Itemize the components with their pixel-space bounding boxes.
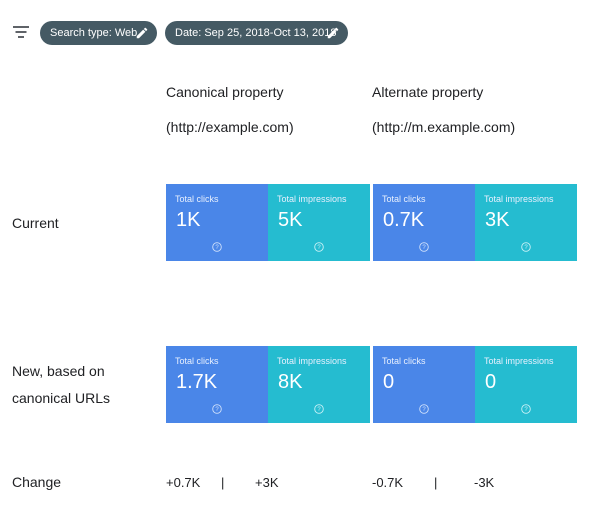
alternate-property-title: Alternate property <box>372 84 484 100</box>
help-circle-icon[interactable]: ? <box>212 404 222 414</box>
row-label-change: Change <box>12 474 62 490</box>
new-canonical-clicks-tile[interactable]: Total clicks 1.7K ? <box>166 346 268 423</box>
date-range-chip-label: Date: Sep 25, 2018-Oct 13, 2018 <box>175 27 337 39</box>
help-circle-icon[interactable]: ? <box>419 404 429 414</box>
pencil-icon[interactable] <box>326 26 340 40</box>
metric-label: Total impressions <box>277 194 347 204</box>
canonical-property-url: (http://example.com) <box>166 119 294 135</box>
pencil-icon[interactable] <box>135 26 149 40</box>
filter-icon[interactable] <box>13 26 29 38</box>
row-label-current: Current <box>12 215 59 231</box>
svg-text:?: ? <box>524 407 528 413</box>
help-circle-icon[interactable]: ? <box>212 242 222 252</box>
row-label-new-line1: New, based on <box>12 363 105 379</box>
svg-text:?: ? <box>215 245 219 251</box>
change-alternate-clicks: -0.7K <box>372 475 404 490</box>
svg-text:?: ? <box>317 407 321 413</box>
help-circle-icon[interactable]: ? <box>314 404 324 414</box>
metric-value: 5K <box>278 209 303 231</box>
metric-label: Total clicks <box>175 356 219 366</box>
metric-label: Total impressions <box>277 356 347 366</box>
new-canonical-impressions-tile[interactable]: Total impressions 8K ? <box>268 346 370 423</box>
date-range-chip[interactable]: Date: Sep 25, 2018-Oct 13, 2018 <box>165 21 348 45</box>
help-circle-icon[interactable]: ? <box>521 242 531 252</box>
metric-value: 1.7K <box>176 371 218 393</box>
help-circle-icon[interactable]: ? <box>314 242 324 252</box>
current-alternate-clicks-tile[interactable]: Total clicks 0.7K ? <box>373 184 475 261</box>
current-canonical-clicks-tile[interactable]: Total clicks 1K ? <box>166 184 268 261</box>
metric-label: Total clicks <box>382 356 426 366</box>
current-alternate-impressions-tile[interactable]: Total impressions 3K ? <box>475 184 577 261</box>
new-alternate-clicks-tile[interactable]: Total clicks 0 ? <box>373 346 475 423</box>
new-alternate-impressions-tile[interactable]: Total impressions 0 ? <box>475 346 577 423</box>
row-label-new-line2: canonical URLs <box>12 390 111 406</box>
metric-label: Total impressions <box>484 356 554 366</box>
metric-value: 0 <box>485 371 497 393</box>
change-canonical-separator: | <box>221 475 225 490</box>
metric-value: 0.7K <box>383 209 425 231</box>
current-canonical-impressions-tile[interactable]: Total impressions 5K ? <box>268 184 370 261</box>
search-type-chip[interactable]: Search type: Web <box>40 21 157 45</box>
svg-text:?: ? <box>317 245 321 251</box>
metric-value: 0 <box>383 371 395 393</box>
metric-value: 3K <box>485 209 510 231</box>
svg-text:?: ? <box>422 407 426 413</box>
help-circle-icon[interactable]: ? <box>419 242 429 252</box>
canonical-property-title: Canonical property <box>166 84 284 100</box>
metric-value: 8K <box>278 371 303 393</box>
metric-label: Total clicks <box>382 194 426 204</box>
svg-text:?: ? <box>422 245 426 251</box>
filter-bar: Search type: Web Date: Sep 25, 2018-Oct … <box>0 0 605 52</box>
change-alternate-separator: | <box>434 475 438 490</box>
change-canonical-impressions: +3K <box>255 475 279 490</box>
metric-label: Total clicks <box>175 194 219 204</box>
metric-value: 1K <box>176 209 201 231</box>
help-circle-icon[interactable]: ? <box>521 404 531 414</box>
svg-text:?: ? <box>215 407 219 413</box>
svg-text:?: ? <box>524 245 528 251</box>
search-type-chip-label: Search type: Web <box>50 27 138 39</box>
change-canonical-clicks: +0.7K <box>166 475 201 490</box>
metric-label: Total impressions <box>484 194 554 204</box>
alternate-property-url: (http://m.example.com) <box>372 119 516 135</box>
change-alternate-impressions: -3K <box>474 475 495 490</box>
